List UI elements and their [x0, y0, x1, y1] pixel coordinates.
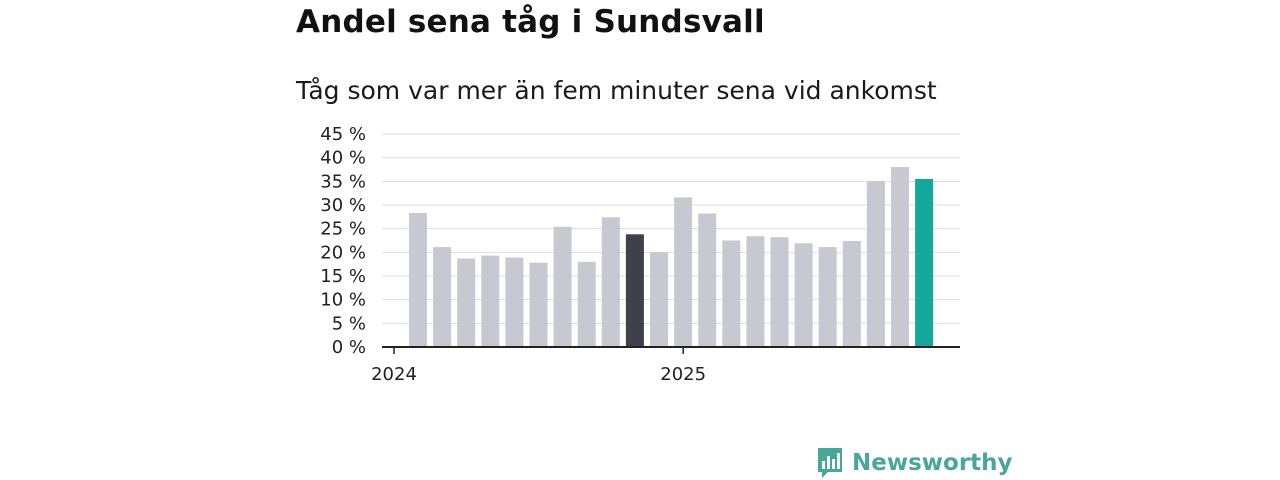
- bar[interactable]: [866, 181, 885, 347]
- bar[interactable]: [481, 255, 500, 347]
- y-tick-label: 45 %: [320, 124, 366, 145]
- y-tick-label: 40 %: [320, 148, 366, 169]
- bar[interactable]: [601, 217, 620, 347]
- newsworthy-icon: [818, 448, 842, 478]
- bar[interactable]: [891, 167, 909, 347]
- bar[interactable]: [505, 257, 524, 348]
- bar[interactable]: [674, 197, 693, 347]
- bar[interactable]: [722, 240, 741, 348]
- x-axis-ticks: 2024 2025: [371, 347, 706, 385]
- bar[interactable]: [698, 213, 717, 348]
- bar[interactable]: [433, 247, 452, 347]
- chart-title: Andel sena tåg i Sundsvall: [296, 4, 765, 40]
- bar[interactable]: [746, 236, 765, 347]
- bar[interactable]: [529, 262, 548, 347]
- y-tick-label: 20 %: [320, 242, 366, 263]
- bar[interactable]: [842, 241, 861, 347]
- bar[interactable]: [577, 261, 596, 347]
- brand-name: Newsworthy: [852, 450, 1013, 476]
- y-tick-label: 25 %: [320, 219, 366, 240]
- bar-highlight[interactable]: [625, 234, 644, 347]
- bar[interactable]: [818, 247, 837, 347]
- chart-subtitle: Tåg som var mer än fem minuter sena vid …: [296, 76, 937, 105]
- bars: [409, 167, 934, 348]
- bar[interactable]: [650, 252, 668, 347]
- bar[interactable]: [457, 258, 476, 348]
- bar-chart: 0 % 5 %10 % 15 % 20 %25 % 30 % 35 %40 % 45 % 2…: [320, 124, 960, 385]
- grid-lines: [382, 133, 960, 324]
- y-tick-label: 30 %: [320, 195, 366, 216]
- bar[interactable]: [553, 226, 572, 347]
- x-tick-label: 2025: [660, 364, 706, 385]
- y-axis-ticks: 0 % 5 %10 % 15 % 20 %25 % 30 % 35 %40 % 45 %: [320, 124, 366, 358]
- bar-latest[interactable]: [915, 179, 934, 347]
- y-tick-label: 0 %: [332, 337, 366, 358]
- y-tick-label: 5 %: [332, 313, 366, 334]
- y-tick-label: 35 %: [320, 171, 366, 192]
- bar[interactable]: [770, 237, 789, 347]
- bar[interactable]: [794, 243, 813, 347]
- y-tick-label: 10 %: [320, 290, 366, 311]
- x-tick-label: 2024: [371, 364, 417, 385]
- newsworthy-logo[interactable]: Newsworthy: [816, 446, 1013, 480]
- y-tick-label: 15 %: [320, 266, 366, 287]
- bar[interactable]: [409, 213, 427, 347]
